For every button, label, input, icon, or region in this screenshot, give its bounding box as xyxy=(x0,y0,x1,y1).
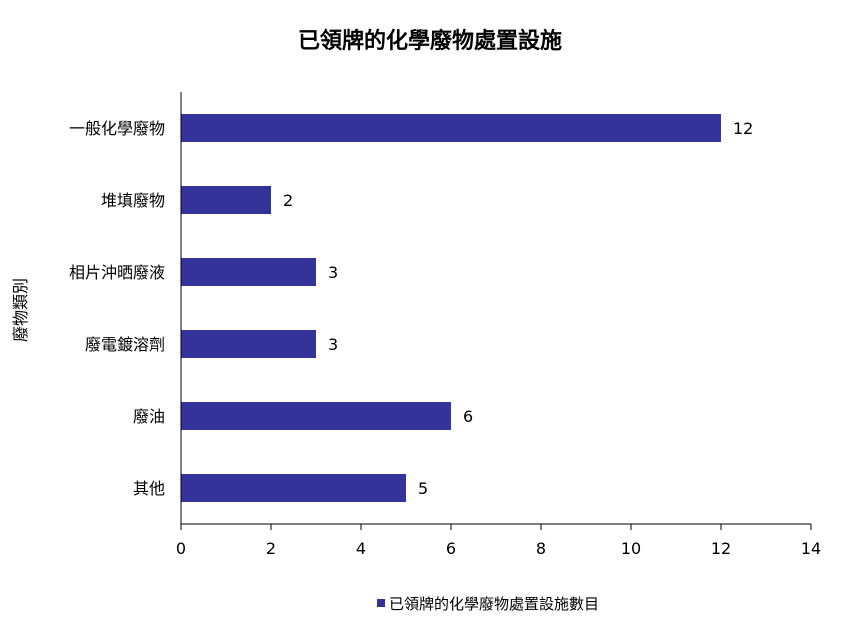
x-tick-label: 4 xyxy=(356,539,366,558)
category-label: 相片沖晒廢液 xyxy=(69,263,165,282)
category-label: 廢電鍍溶劑 xyxy=(85,335,165,354)
legend-label: 已領牌的化學廢物處置設施數目 xyxy=(389,595,599,613)
x-tick-label: 12 xyxy=(711,539,731,558)
category-label: 一般化學廢物 xyxy=(69,119,165,138)
x-tick-label: 14 xyxy=(801,539,821,558)
category-label: 其他 xyxy=(133,479,165,498)
y-axis-title: 廢物類別 xyxy=(11,278,30,342)
data-label: 12 xyxy=(733,119,753,138)
bar xyxy=(181,402,451,430)
x-tick-label: 0 xyxy=(176,539,186,558)
data-labels: 12 2 3 3 6 5 xyxy=(283,119,753,498)
bar xyxy=(181,258,316,286)
legend-swatch xyxy=(377,599,385,607)
x-tick-label: 2 xyxy=(266,539,276,558)
data-label: 6 xyxy=(463,407,473,426)
bar xyxy=(181,186,271,214)
x-tick-label: 10 xyxy=(621,539,641,558)
category-label: 堆填廢物 xyxy=(101,191,165,210)
bar xyxy=(181,330,316,358)
bar xyxy=(181,114,721,142)
category-label: 廢油 xyxy=(133,407,165,426)
x-axis-ticks: 0 2 4 6 8 10 12 14 xyxy=(176,524,821,558)
data-label: 3 xyxy=(328,335,338,354)
chart-title: 已領牌的化學廢物處置設施 xyxy=(298,28,562,54)
x-tick-label: 8 xyxy=(536,539,546,558)
data-label: 5 xyxy=(418,479,428,498)
bar xyxy=(181,474,406,502)
bars-layer xyxy=(181,114,721,502)
x-tick-label: 6 xyxy=(446,539,456,558)
data-label: 2 xyxy=(283,191,293,210)
data-label: 3 xyxy=(328,263,338,282)
legend: 已領牌的化學廢物處置設施數目 xyxy=(377,595,599,613)
